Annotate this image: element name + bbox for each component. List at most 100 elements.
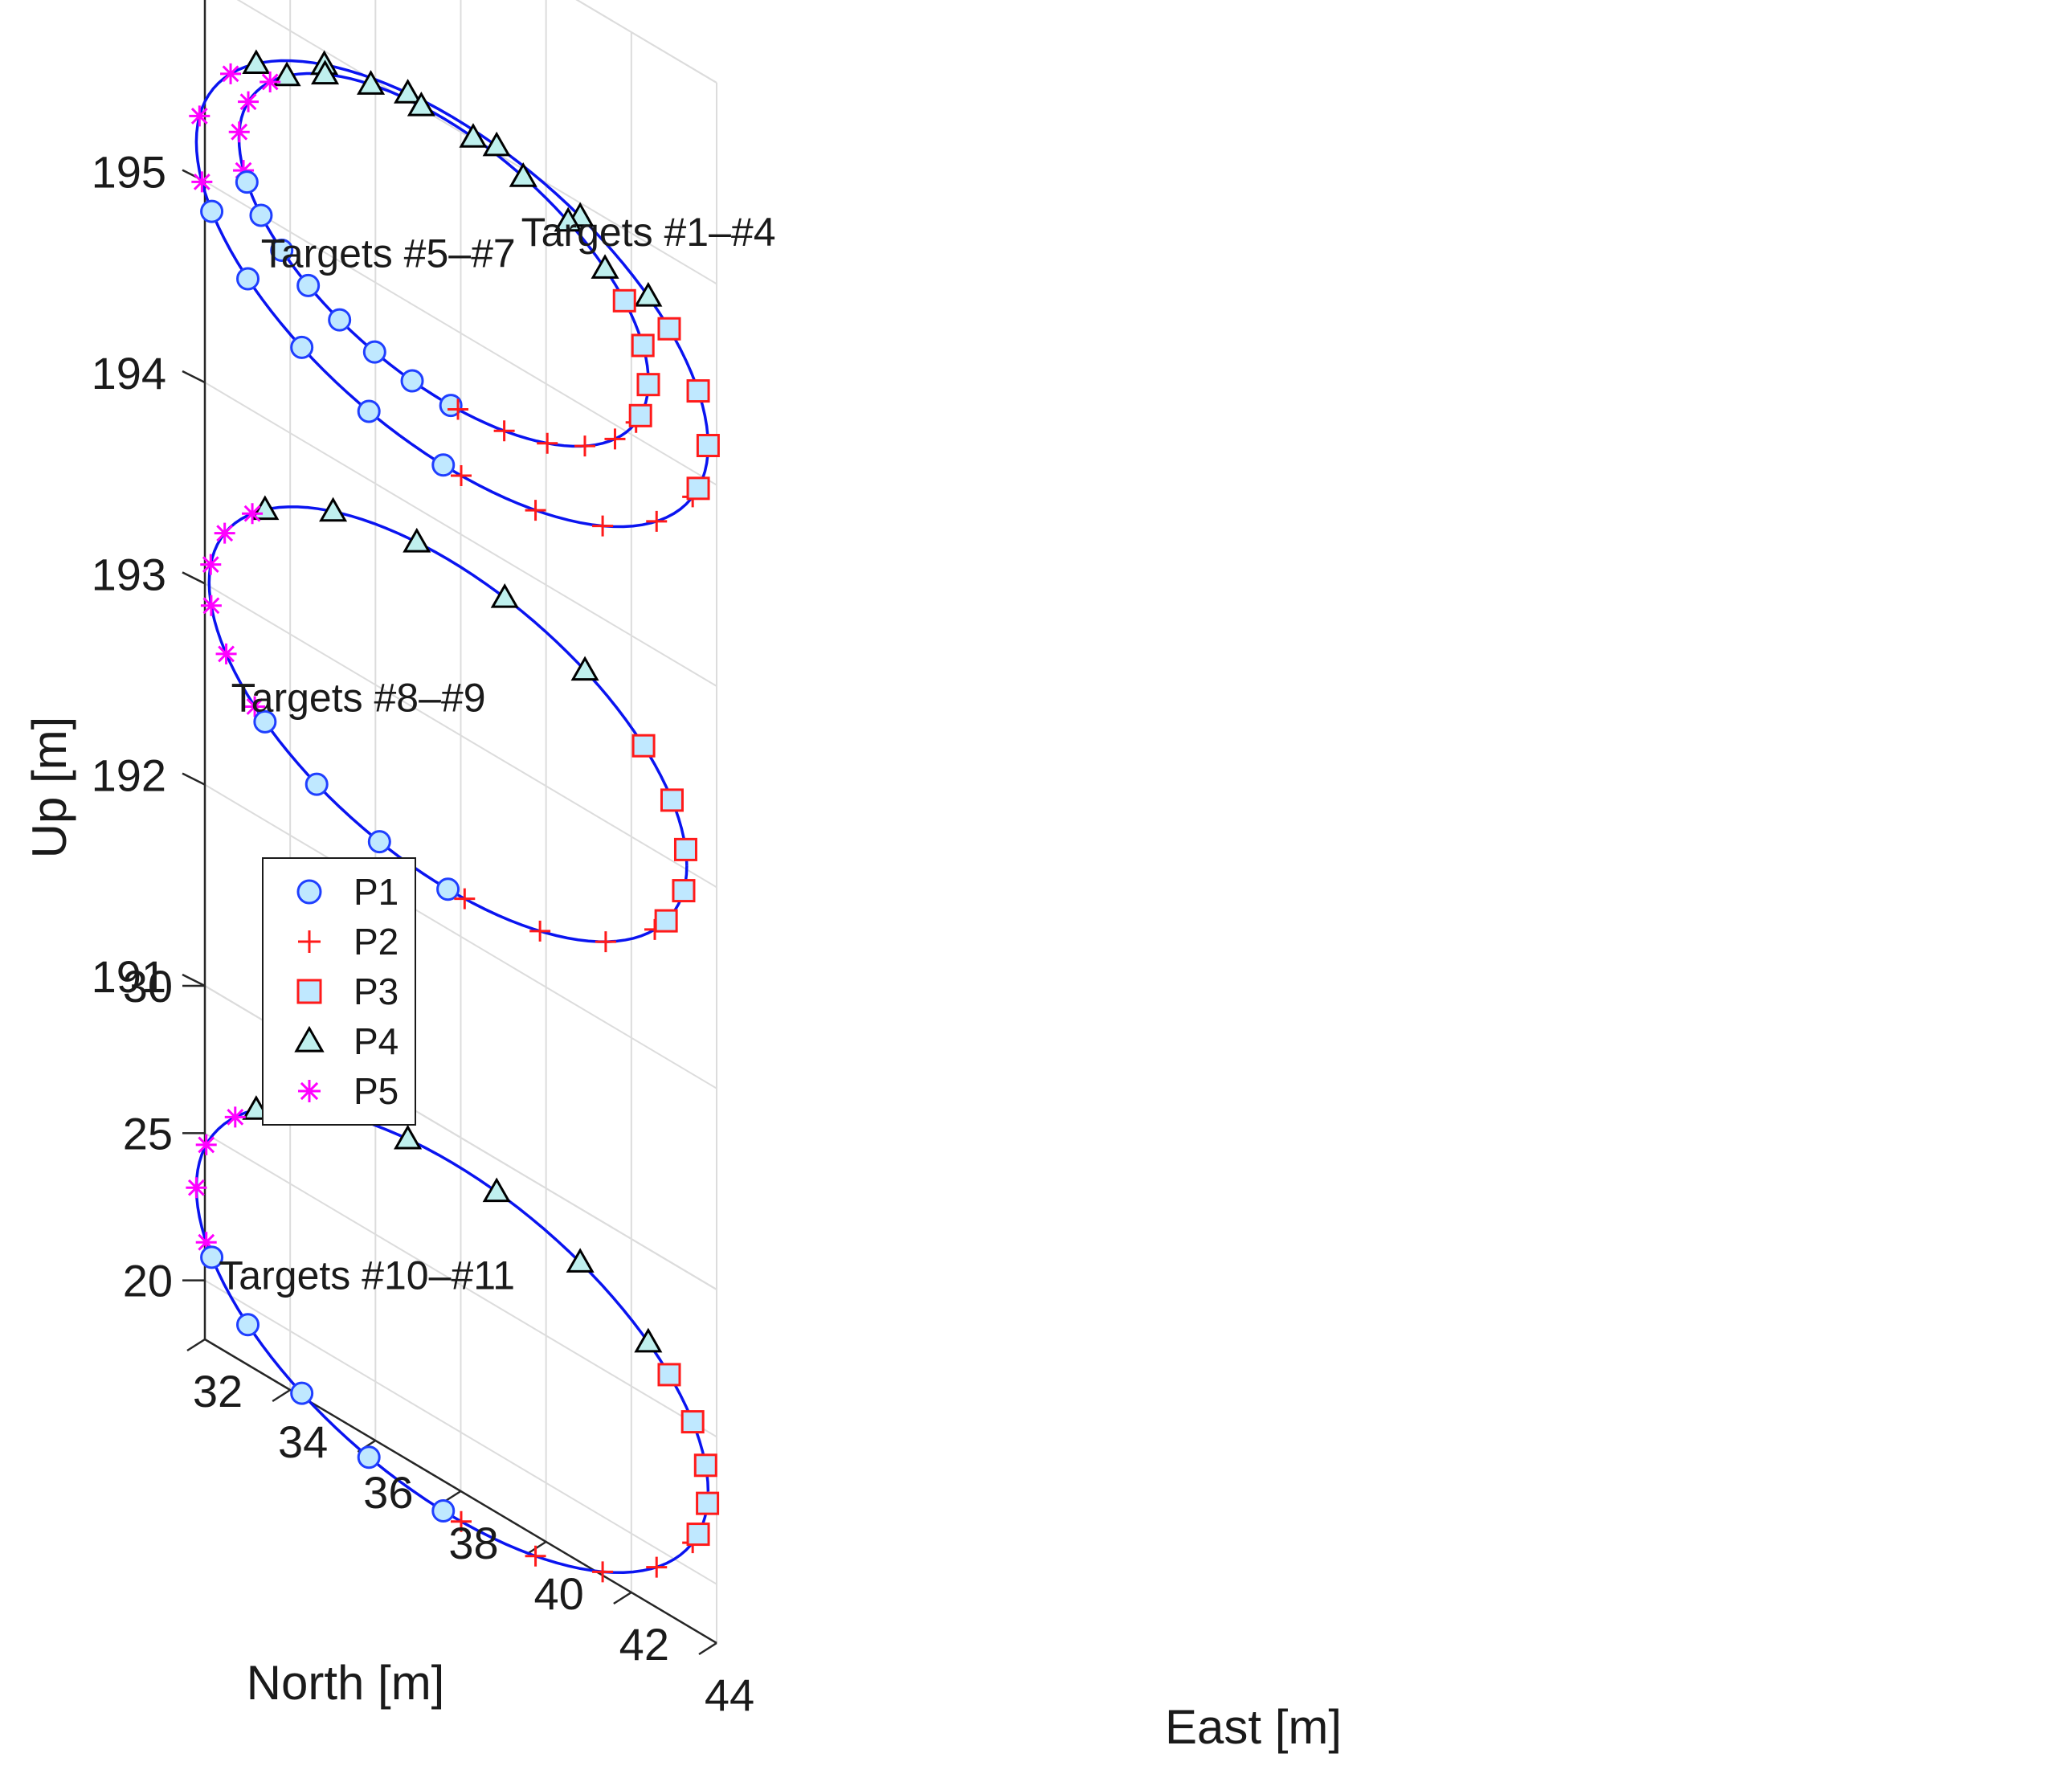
marker-p2 (525, 1545, 546, 1567)
marker-p1 (253, 709, 277, 734)
x-tick-label: 34 (278, 1416, 328, 1467)
y-tick-label: 20 (123, 1256, 173, 1306)
marker-p4 (634, 1327, 663, 1353)
x-tick-label: 42 (619, 1619, 669, 1670)
z-tick (182, 571, 206, 585)
annotation-targets-8-9: Targets #8–#9 (231, 675, 486, 720)
marker-p1 (249, 203, 273, 227)
marker-p1 (235, 170, 259, 194)
marker-p3 (672, 879, 696, 903)
marker-p3 (693, 1453, 717, 1478)
marker-p1 (290, 1381, 314, 1405)
marker-p3 (631, 333, 655, 358)
legend-marker-p3 (296, 979, 322, 1004)
marker-p5 (238, 91, 260, 112)
marker-p1 (200, 1245, 224, 1269)
marker-p1 (357, 1445, 381, 1469)
marker-p3 (654, 909, 678, 933)
marker-p5 (215, 643, 237, 664)
marker-p3 (628, 403, 652, 427)
marker-p4 (591, 254, 619, 279)
marker-p4 (634, 281, 663, 307)
legend-marker-p2 (298, 930, 321, 953)
x-tick-label: 36 (363, 1467, 413, 1518)
marker-p4 (482, 1177, 511, 1203)
z-tick (182, 973, 206, 987)
tick-labels-layer: 1911921931941951961973234363840424420253… (92, 147, 755, 1720)
marker-p4 (554, 206, 582, 232)
marker-p4 (319, 497, 348, 522)
marker-p4 (490, 582, 519, 608)
marker-p4 (394, 79, 423, 104)
z-tick-label: 193 (92, 549, 166, 599)
x-tick (527, 1540, 547, 1555)
marker-p2 (525, 500, 546, 521)
marker-p2 (454, 888, 476, 909)
marker-p3 (636, 373, 660, 397)
x-tick (613, 1591, 632, 1605)
marker-p1 (357, 399, 381, 423)
marker-p2 (450, 464, 472, 486)
marker-p3 (686, 1523, 710, 1547)
marker-p2 (592, 515, 614, 537)
legend-label-p4: P4 (354, 1020, 398, 1062)
marker-p2 (450, 1510, 472, 1532)
marker-p4 (311, 59, 340, 85)
marker-p5 (233, 160, 255, 182)
marker-p2 (604, 428, 626, 450)
marker-p4 (407, 91, 435, 116)
legend-label-p5: P5 (354, 1070, 398, 1112)
legend-box (262, 857, 416, 1126)
marker-p4 (242, 49, 271, 75)
annotation-layer: Targets #1–#4 Targets #5–#7 Targets #8–#… (219, 210, 775, 1298)
marker-p1 (236, 1313, 260, 1337)
legend-label-p2: P2 (354, 921, 398, 963)
marker-p5 (200, 554, 222, 575)
marker-p1 (400, 369, 424, 393)
marker-p3 (631, 734, 656, 758)
marker-p1 (296, 273, 321, 297)
z-axis-label: Up [m] (22, 717, 76, 859)
marker-p3 (696, 1491, 720, 1515)
x-tick (186, 1338, 206, 1352)
marker-p5 (220, 63, 242, 84)
marker-p4 (272, 61, 301, 87)
marker-p4 (570, 656, 599, 681)
y-tick-label: 30 (123, 961, 173, 1012)
z-tick (182, 370, 206, 384)
marker-p1 (304, 772, 329, 796)
z-tick (182, 772, 206, 786)
marker-p3 (686, 476, 710, 501)
marker-p2 (592, 1561, 614, 1583)
marker-p5 (186, 1177, 207, 1199)
marker-p5 (244, 696, 266, 717)
marker-p2 (595, 931, 616, 953)
marker-p1 (328, 308, 352, 332)
marker-p2 (537, 432, 558, 454)
z-tick-label: 194 (92, 348, 166, 399)
gridline-y (204, 1279, 717, 1585)
marker-p2 (574, 435, 595, 457)
legend-marker-p4 (294, 1025, 325, 1053)
axes-layer (182, 0, 717, 1656)
marker-p2 (493, 420, 515, 442)
marker-p1 (290, 335, 314, 359)
marker-p3 (612, 288, 636, 313)
x-tick-label: 40 (534, 1568, 584, 1619)
ring-line-3 (207, 505, 689, 943)
marker-p1 (431, 453, 456, 477)
z-tick-label: 192 (92, 750, 166, 801)
y-tick-label: 25 (123, 1108, 173, 1159)
marker-p5 (195, 1232, 217, 1253)
marker-p3 (696, 434, 720, 458)
z-tick-label: 195 (92, 147, 166, 198)
marker-p2 (529, 920, 551, 942)
x-tick-label: 44 (705, 1670, 754, 1720)
marker-p3 (660, 788, 684, 812)
y-axis-label: North [m] (247, 1656, 445, 1710)
legend-marker-p1 (296, 879, 322, 905)
annotation-targets-1-4: Targets #1–#4 (521, 210, 776, 255)
gridline-y (204, 1132, 717, 1438)
z-tick-label: 191 (92, 951, 166, 1002)
marker-p4 (403, 527, 431, 553)
